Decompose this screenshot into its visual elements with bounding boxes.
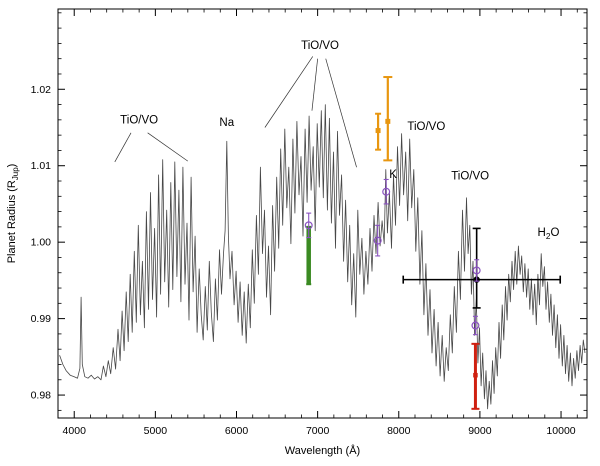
y-tick-label: 1.01 <box>31 160 52 172</box>
y-tick-label: 0.98 <box>31 390 52 402</box>
plot-frame <box>57 8 588 419</box>
annotation-callout-line-4 <box>311 58 318 111</box>
y-tick-label: 1.02 <box>31 84 52 96</box>
x-tick-label: 7000 <box>306 425 330 437</box>
annotation-label-h2o: H2O <box>538 227 560 241</box>
spectrum-line <box>59 104 586 410</box>
measurement-purple-2 <box>373 224 382 257</box>
measurement-orange-short <box>375 112 382 151</box>
x-tick-label: 6000 <box>225 425 249 437</box>
measurement-purple-5 <box>471 315 480 336</box>
x-tick-label: 8000 <box>387 425 411 437</box>
purple-2-marker <box>373 236 382 245</box>
y-tick-label: 1.00 <box>31 237 52 249</box>
x-tick-label: 4000 <box>63 425 87 437</box>
annotation-callout-line-5 <box>325 58 357 168</box>
red-band-marker <box>473 372 478 378</box>
annotation-label-tio-vo-2: TiO/VO <box>301 40 339 52</box>
x-axis: 4000 5000 6000 7000 8000 9000 10000 <box>63 9 578 437</box>
orange-short-marker <box>375 128 381 134</box>
annotation-callout-line-1 <box>114 132 132 163</box>
y-tick-label: 0.99 <box>31 313 52 325</box>
x-axis-label: Wavelength (Å) <box>285 444 360 457</box>
annotation-label-k: K <box>389 169 397 181</box>
annotation-callout-line-3 <box>264 56 314 128</box>
measurement-red-band <box>471 342 480 410</box>
measurement-purple-3 <box>382 178 391 205</box>
y-axis: 0.98 0.99 1.00 1.01 1.02 <box>31 12 587 411</box>
annotation-callout-line-2 <box>147 132 189 162</box>
purple-4-marker <box>472 266 481 275</box>
orange-tall-marker <box>385 118 391 124</box>
purple-3-marker <box>382 187 391 196</box>
measurement-orange-tall <box>383 76 393 162</box>
x-tick-label: 10000 <box>546 425 575 437</box>
annotation-label-na: Na <box>219 117 234 129</box>
measurement-purple-4 <box>472 259 481 282</box>
purple-5-marker <box>471 321 480 330</box>
measurement-purple-1 <box>304 212 313 239</box>
x-tick-label: 9000 <box>468 425 492 437</box>
x-tick-label: 5000 <box>144 425 168 437</box>
y-axis-label: Planet Radius (RJup) <box>6 164 20 264</box>
annotation-label-tio-vo-3: TiO/VO <box>407 121 445 133</box>
annotation-label-tio-vo-1: TiO/VO <box>120 115 158 127</box>
annotation-label-tio-vo-4: TiO/VO <box>451 170 489 182</box>
purple-1-marker <box>304 221 313 230</box>
